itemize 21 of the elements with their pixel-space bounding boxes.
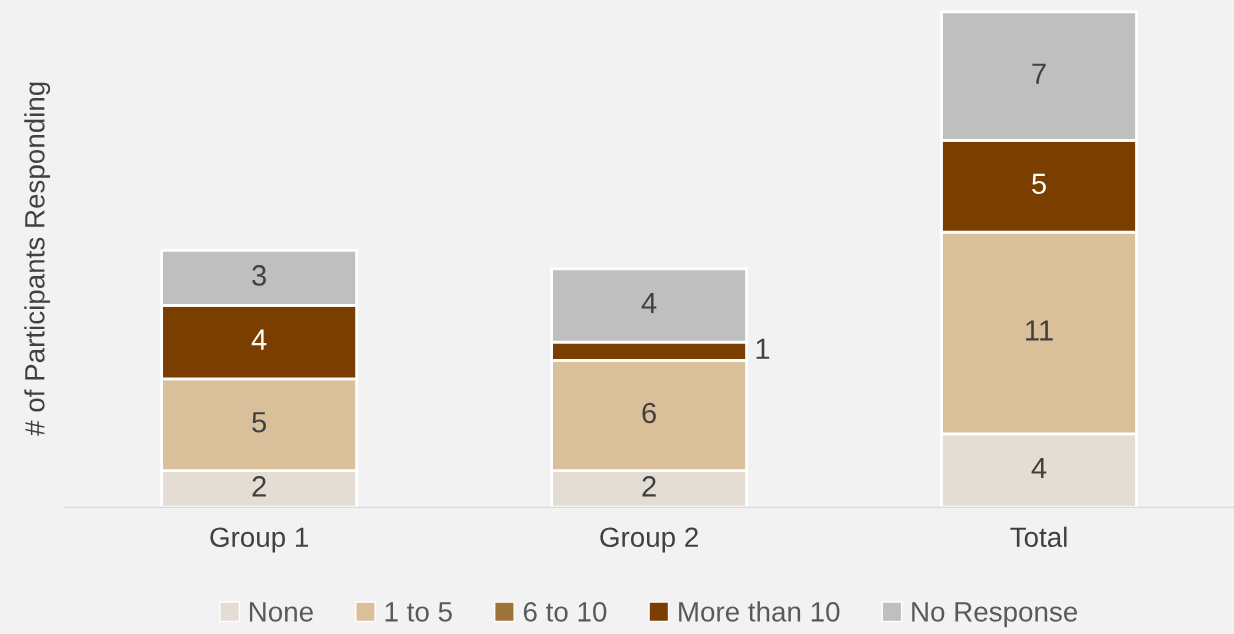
x-tick-label: Group 1 bbox=[210, 527, 308, 553]
x-tick-label: Total bbox=[1010, 526, 1067, 548]
legend-label: None bbox=[249, 602, 313, 622]
data-label: 4 bbox=[251, 329, 267, 350]
data-label: 2 bbox=[252, 476, 266, 497]
data-label: 6 bbox=[642, 402, 656, 424]
data-label: 4 bbox=[641, 292, 657, 313]
data-label: 2 bbox=[642, 476, 656, 497]
data-label: 4 bbox=[1031, 457, 1047, 479]
y-axis-title: # of Participants Responding bbox=[24, 82, 51, 436]
legend-label: 6 to 10 bbox=[523, 601, 607, 622]
data-label: 7 bbox=[1032, 63, 1046, 84]
x-tick-label: Group 2 bbox=[600, 527, 698, 553]
legend-label: More than 10 bbox=[679, 601, 840, 622]
data-label: 1 bbox=[756, 338, 770, 359]
data-label: 5 bbox=[1032, 173, 1046, 195]
legend-label: 1 to 5 bbox=[385, 602, 452, 622]
data-label: 11 bbox=[1026, 320, 1053, 341]
data-label: 5 bbox=[252, 412, 267, 433]
legend-label: No Response bbox=[912, 602, 1078, 628]
data-label: 3 bbox=[252, 265, 266, 286]
